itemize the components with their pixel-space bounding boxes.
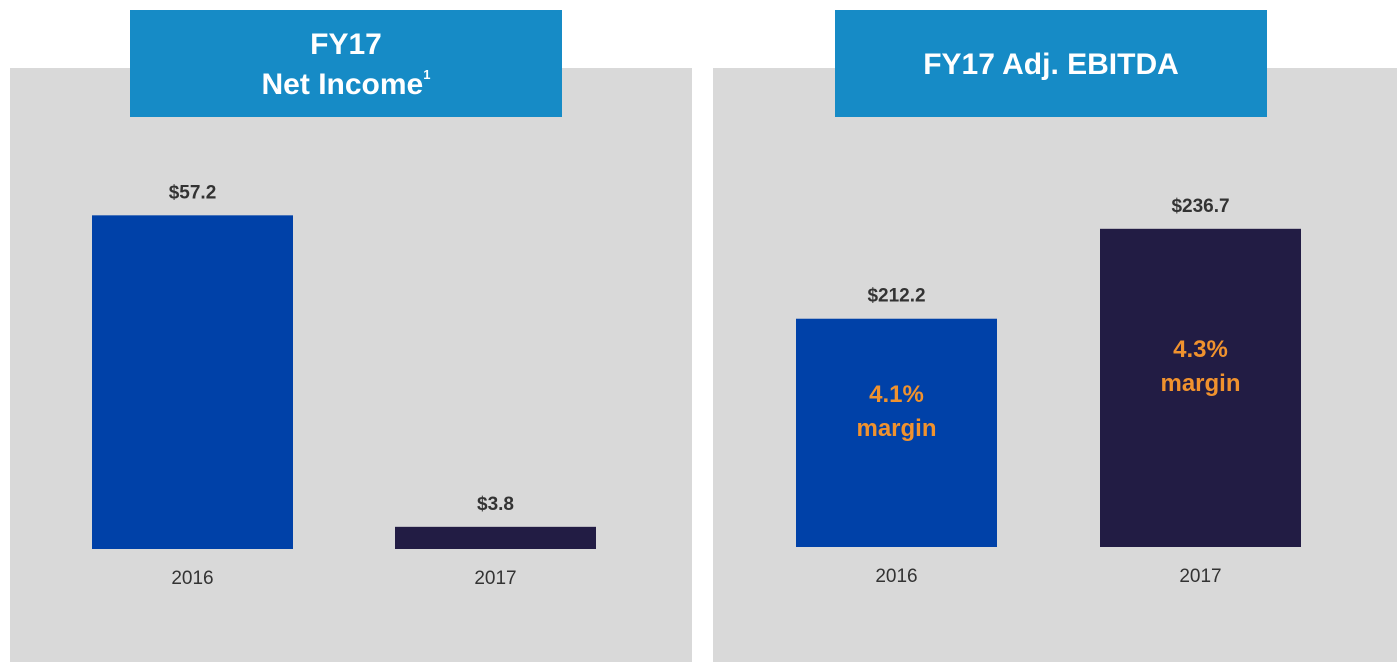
x-tick-label: 2017 [1179,566,1221,587]
x-tick-label: 2017 [474,568,516,589]
annotation: margin [856,415,936,442]
chart-subtitle: Net Income1 [262,67,431,100]
subtitle-text: Net Income [262,68,424,101]
title-box [835,10,1267,117]
bar [1100,228,1301,547]
bar [92,215,293,550]
value-label: $57.2 [169,182,217,203]
chart-title: FY17 [310,28,382,61]
chart-title: FY17 Adj. EBITDA [923,48,1179,81]
annotation: 4.1% [869,381,924,408]
x-tick-label: 2016 [171,568,213,589]
bar [796,318,997,547]
footnote-mark: 1 [423,67,430,82]
value-label: $212.2 [867,286,925,307]
x-tick-label: 2016 [875,566,917,587]
value-label: $3.8 [477,494,514,515]
annotation: margin [1160,370,1240,397]
bar [395,526,596,549]
title-box [130,10,562,117]
value-label: $236.7 [1171,196,1229,217]
annotation: 4.3% [1173,336,1228,363]
